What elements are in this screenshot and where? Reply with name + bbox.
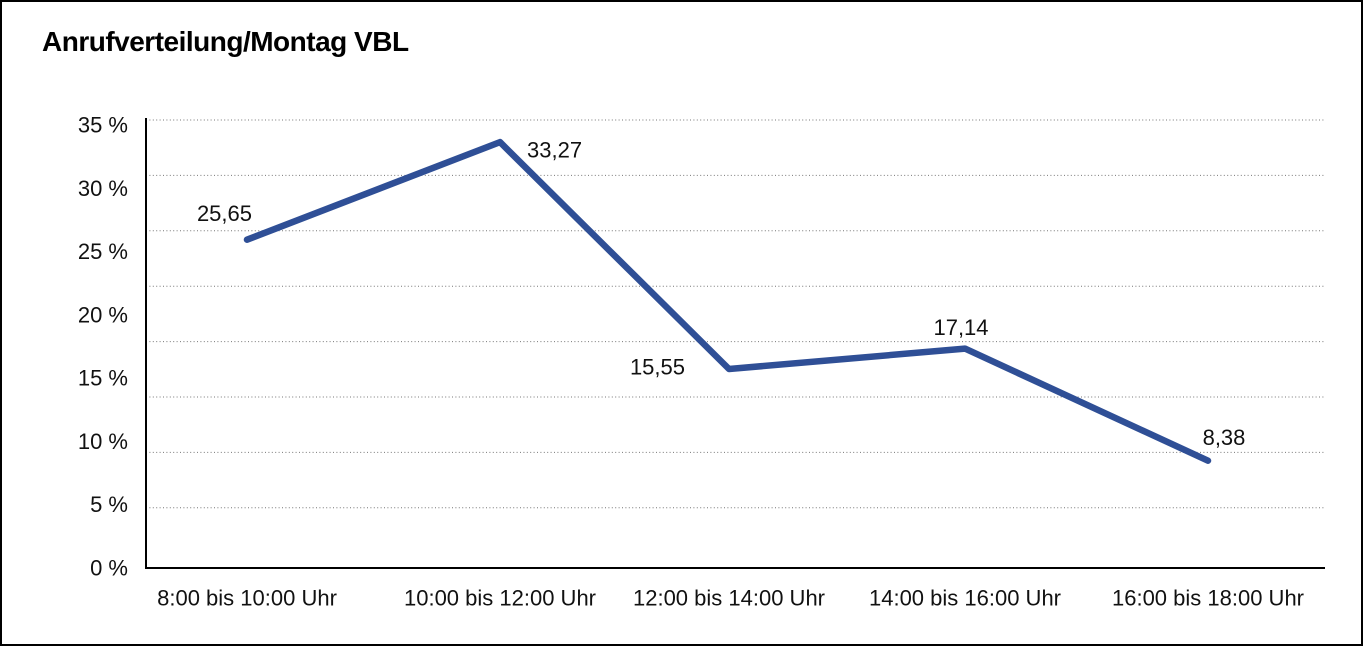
data-point-label: 17,14 [933,315,988,340]
series-line [243,138,1212,464]
data-point-label: 25,65 [197,201,252,226]
data-point-label: 8,38 [1203,425,1246,450]
chart-title: Anrufverteilung/Montag VBL [42,26,409,57]
y-tick-label: 15 % [78,366,128,391]
x-category-label: 14:00 bis 16:00 Uhr [869,586,1061,611]
y-tick-label: 20 % [78,302,128,327]
data-point-label: 15,55 [630,354,685,379]
x-category-label: 16:00 bis 18:00 Uhr [1112,586,1304,611]
y-tick-label: 30 % [78,176,128,201]
y-tick-label: 25 % [78,239,128,264]
y-tick-label: 0 % [90,555,128,580]
y-tick-label: 35 % [78,113,128,138]
data-point-label: 33,27 [527,138,582,163]
x-category-label: 12:00 bis 14:00 Uhr [633,586,825,611]
y-tick-label: 5 % [90,492,128,517]
y-tick-label: 10 % [78,429,128,454]
x-category-label: 8:00 bis 10:00 Uhr [157,586,337,611]
x-category-label: 10:00 bis 12:00 Uhr [404,586,596,611]
